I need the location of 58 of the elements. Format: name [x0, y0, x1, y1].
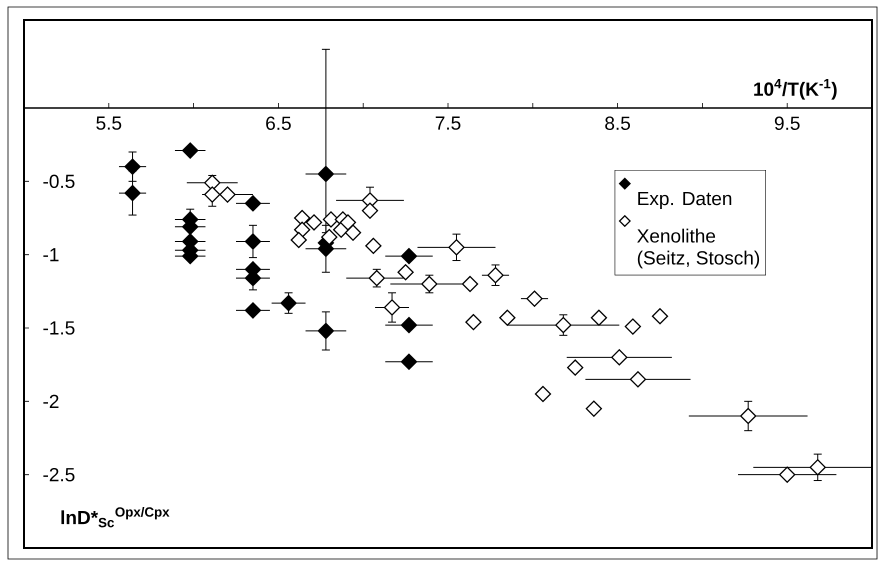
point: [400, 354, 418, 370]
point: [318, 166, 334, 182]
x-tick-label: 7.5: [436, 116, 460, 130]
point: [280, 294, 297, 312]
point: [321, 228, 338, 246]
legend-label: Xenolithe (Seitz, Stosch): [637, 228, 760, 268]
point: [384, 299, 400, 316]
point: [499, 310, 516, 326]
point: [534, 386, 552, 402]
point: [290, 232, 307, 248]
point: [448, 239, 465, 256]
point: [368, 270, 385, 286]
point: [779, 466, 796, 483]
point: [204, 186, 220, 203]
point: [630, 371, 646, 388]
point: [124, 158, 141, 175]
y-tick-label: -2: [43, 394, 58, 408]
y-tick-label: -2.5: [43, 468, 74, 482]
point: [340, 214, 356, 231]
y-tick-label: -1.5: [43, 321, 74, 335]
point: [365, 238, 382, 254]
point: [344, 224, 362, 241]
point: [590, 310, 608, 326]
point: [318, 322, 334, 340]
point: [400, 248, 418, 264]
point: [244, 302, 262, 319]
y-tick-label: -0.5: [43, 174, 74, 188]
point: [652, 308, 668, 324]
point: [204, 174, 220, 191]
x-axis-title: 10$^{4}$/T(K$^{-1}$): [754, 79, 837, 100]
point: [555, 316, 572, 334]
x-tick-label: 9.5: [774, 116, 800, 130]
y-tick-label: -1: [43, 248, 58, 262]
x-tick-label: 5.5: [96, 116, 122, 130]
point: [306, 214, 322, 231]
point: [421, 276, 438, 292]
x-tick-label: 8.5: [605, 116, 630, 130]
x-tick-label: 6.5: [266, 116, 291, 130]
point: [400, 316, 418, 334]
point: [462, 276, 478, 292]
point: [397, 264, 414, 280]
point: [362, 202, 378, 219]
point: [182, 142, 198, 159]
point: [810, 459, 826, 476]
point: [567, 359, 584, 376]
point: [244, 195, 262, 212]
y-axis-title: lnD*$_{Sc}$Opx/Cpx: [61, 506, 170, 528]
point: [624, 318, 642, 335]
point: [526, 290, 543, 307]
point: [586, 400, 602, 417]
legend-label: Exp. Daten: [638, 192, 732, 209]
point: [611, 349, 628, 366]
point: [487, 267, 504, 284]
point: [740, 408, 756, 424]
point: [465, 314, 482, 330]
point: [219, 186, 236, 203]
point: [244, 233, 262, 250]
point: [124, 184, 141, 202]
